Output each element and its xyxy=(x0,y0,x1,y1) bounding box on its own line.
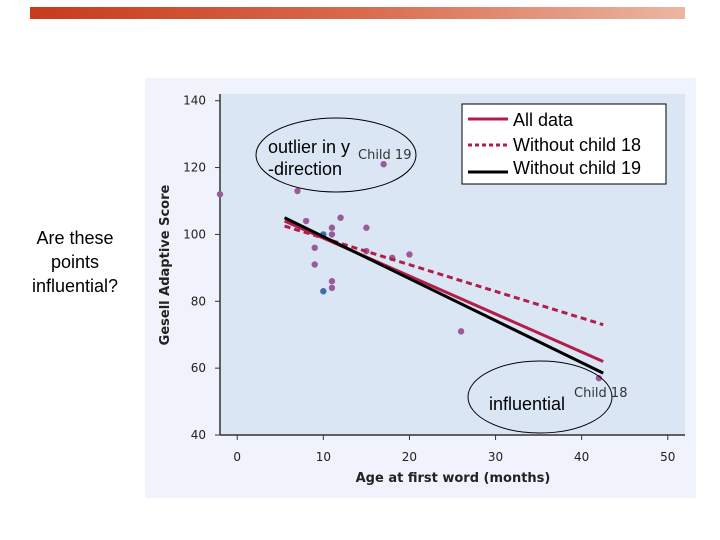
data-point xyxy=(363,224,370,231)
data-point xyxy=(328,278,336,285)
child18-label: Child 18 xyxy=(574,386,627,401)
y-tick-label: 40 xyxy=(191,428,206,442)
legend-label-all-data: All data xyxy=(513,110,574,130)
fit-line-without-child-19 xyxy=(283,216,604,375)
x-tick-label: 30 xyxy=(488,450,503,464)
x-tick-label: 10 xyxy=(316,450,331,464)
x-tick-label: 40 xyxy=(574,450,589,464)
y-ticks: 40 60 80 100 120 140 xyxy=(183,94,220,442)
y-tick-label: 100 xyxy=(183,227,206,241)
fit-lines xyxy=(283,216,604,375)
y-axis-title: Gesell Adaptive Score xyxy=(158,184,173,345)
data-point xyxy=(595,374,603,382)
data-point xyxy=(328,231,336,238)
influential-label: influential xyxy=(489,394,565,414)
y-tick-label: 60 xyxy=(191,361,206,375)
child19-label: Child 19 xyxy=(358,148,411,163)
y-tick-label: 140 xyxy=(183,94,206,108)
side-question-text: Are these points influential? xyxy=(31,228,119,296)
data-point xyxy=(457,328,465,335)
axes xyxy=(219,94,685,436)
outlier-label-line1: outlier in y xyxy=(268,137,350,157)
outlier-circle xyxy=(255,117,417,193)
influential-circle xyxy=(467,360,613,434)
x-axis-title: Age at first word (months) xyxy=(356,471,551,486)
data-point xyxy=(302,217,310,225)
data-point xyxy=(311,244,318,251)
data-point xyxy=(320,288,327,295)
x-tick-label: 20 xyxy=(402,450,417,464)
data-point xyxy=(311,261,318,268)
data-point xyxy=(337,214,344,221)
data-point xyxy=(406,251,413,258)
data-point xyxy=(328,284,336,292)
x-tick-label: 50 xyxy=(660,450,675,464)
legend: All data Without child 18 Without child … xyxy=(461,103,667,185)
title-accent-bar xyxy=(30,7,685,19)
legend-label-without-18: Without child 18 xyxy=(513,135,641,155)
data-point xyxy=(294,187,301,195)
data-point xyxy=(380,161,387,168)
x-ticks: 0 10 20 30 40 50 xyxy=(233,435,675,464)
data-point xyxy=(328,224,336,231)
data-point xyxy=(216,191,224,198)
outlier-label-line2: -direction xyxy=(268,159,342,179)
y-tick-label: 80 xyxy=(191,294,206,308)
y-tick-label: 120 xyxy=(183,161,206,175)
x-tick-label: 0 xyxy=(233,450,241,464)
legend-label-without-19: Without child 19 xyxy=(513,158,641,178)
